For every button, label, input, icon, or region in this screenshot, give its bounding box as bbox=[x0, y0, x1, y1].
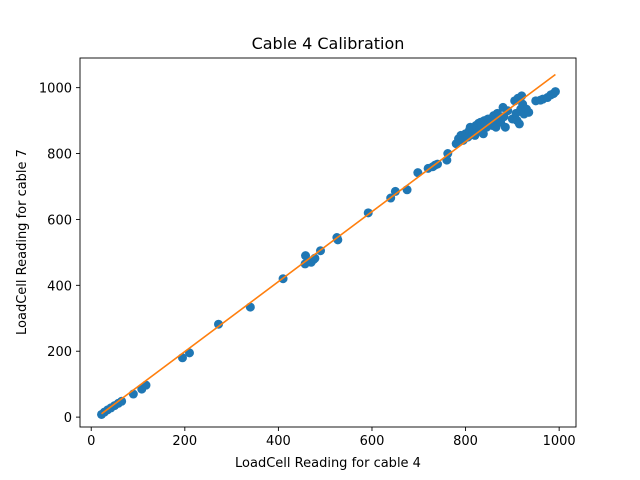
y-tick-label: 200 bbox=[47, 345, 72, 360]
x-tick-label: 200 bbox=[172, 434, 197, 449]
data-point bbox=[214, 319, 224, 329]
y-axis-label: LoadCell Reading for cable 7 bbox=[15, 149, 30, 335]
x-axis-label: LoadCell Reading for cable 4 bbox=[235, 456, 421, 471]
x-tick-label: 800 bbox=[453, 434, 478, 449]
data-point bbox=[390, 186, 400, 196]
x-tick-label: 1000 bbox=[543, 434, 576, 449]
y-tick-label: 800 bbox=[47, 148, 72, 163]
x-tick-label: 600 bbox=[360, 434, 385, 449]
plot-area bbox=[97, 73, 560, 419]
fit-line bbox=[101, 73, 556, 415]
data-point bbox=[524, 107, 534, 117]
y-tick-label: 600 bbox=[47, 213, 72, 228]
x-tick-label: 400 bbox=[266, 434, 291, 449]
data-point bbox=[550, 87, 560, 97]
y-tick-label: 1000 bbox=[39, 82, 72, 97]
axes: 0 200 400 600 800 1000 0 200 400 600 800 1000 bbox=[39, 57, 577, 449]
x-tick-label: 0 bbox=[87, 434, 95, 449]
data-point bbox=[500, 122, 510, 132]
axes-frame bbox=[79, 57, 577, 428]
y-tick-label: 0 bbox=[64, 411, 72, 426]
data-point bbox=[117, 396, 127, 406]
data-point bbox=[301, 251, 311, 261]
chart-title: Cable 4 Calibration bbox=[252, 34, 405, 53]
y-tick-label: 400 bbox=[47, 279, 72, 294]
data-point bbox=[245, 302, 255, 312]
data-point bbox=[402, 185, 412, 195]
data-point bbox=[333, 235, 343, 245]
data-point bbox=[514, 119, 524, 129]
